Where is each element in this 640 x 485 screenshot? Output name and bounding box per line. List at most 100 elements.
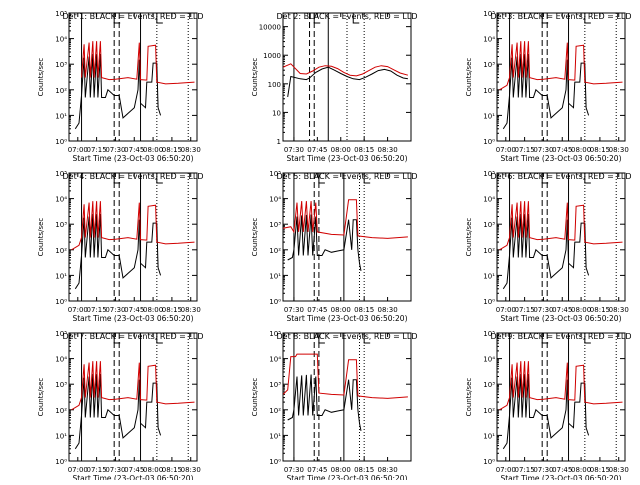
bracket-marker [113, 173, 121, 184]
series-line-lld [283, 63, 409, 77]
x-tick-label: 07:30 [105, 466, 125, 474]
y-tick-label: 10¹ [483, 272, 495, 280]
y-tick-label: 10⁴ [55, 36, 67, 44]
x-tick-label: 08:15 [354, 466, 374, 474]
panel-det-5: 07:30 07:45 08:00 08:15 08:30 10⁰ 10¹ 10² 10³ 10⁴… [251, 170, 417, 323]
x-tick-label: 08:30 [181, 146, 201, 154]
x-tick-label: 07:30 [533, 466, 553, 474]
y-axis-label: Counts/sec [37, 218, 45, 257]
series-line-lld [71, 201, 195, 251]
x-tick-label: 08:30 [609, 466, 629, 474]
series-line-lld [499, 41, 623, 91]
y-tick-label: 10⁰ [483, 458, 495, 466]
y-tick-label: 10⁴ [483, 356, 495, 364]
bracket-marker [156, 333, 163, 344]
bracket-marker [156, 13, 163, 24]
y-tick-label: 10¹ [55, 112, 67, 120]
plot-frame [68, 172, 198, 302]
y-tick-label: 10⁰ [269, 458, 281, 466]
y-tick-label: 10⁵ [483, 170, 495, 178]
bracket-marker [352, 13, 360, 24]
series-line-lld [81, 41, 195, 85]
y-axis-label: Counts/sec [251, 218, 259, 257]
x-tick-label: 08:30 [181, 466, 201, 474]
x-tick-label: 07:15 [87, 146, 107, 154]
x-tick-label: 08:00 [331, 466, 351, 474]
y-axis-label: Counts/sec [465, 218, 473, 257]
x-tick-label: 07:15 [515, 306, 535, 314]
plot-frame [496, 172, 626, 302]
series-line-lld [283, 353, 408, 399]
bracket-marker [113, 333, 121, 344]
x-tick-label: 08:00 [331, 146, 351, 154]
x-tick-label: 08:15 [162, 306, 182, 314]
y-axis-label: Counts/sec [465, 378, 473, 417]
series-line-lld [283, 199, 408, 239]
panel-title: Det 5: BLACK = Events, RED = LLD [277, 172, 418, 181]
y-tick-label: 10¹ [269, 272, 281, 280]
y-tick-label: 10⁵ [55, 170, 67, 178]
y-tick-label: 10² [483, 87, 495, 95]
y-tick-label: 10⁵ [483, 330, 495, 338]
panel-title: Det 3: BLACK = Events, RED = LLD [491, 12, 632, 21]
x-axis-label: Start Time (23-Oct-03 06:50:20) [286, 154, 407, 163]
x-tick-label: 07:00 [496, 306, 516, 314]
x-tick-label: 07:30 [284, 466, 304, 474]
y-axis-label: Counts/sec [251, 58, 259, 97]
y-tick-label: 10⁰ [483, 138, 495, 146]
y-tick-label: 1 [277, 138, 281, 146]
series-line-events [502, 373, 590, 450]
x-tick-label: 08:15 [590, 146, 610, 154]
x-tick-label: 07:15 [87, 466, 107, 474]
y-tick-label: 10² [55, 247, 67, 255]
y-axis-label: Counts/sec [37, 58, 45, 97]
y-tick-label: 10¹ [55, 272, 67, 280]
y-tick-label: 10⁴ [55, 356, 67, 364]
x-tick-label: 07:15 [87, 306, 107, 314]
x-tick-label: 07:00 [496, 466, 516, 474]
bracket-marker [541, 333, 549, 344]
plot-frame [496, 332, 626, 462]
bracket-marker [584, 13, 591, 24]
x-tick-label: 08:00 [571, 466, 591, 474]
y-tick-label: 10⁵ [269, 170, 281, 178]
x-tick-label: 08:00 [143, 466, 163, 474]
x-axis-label: Start Time (23-Oct-03 06:50:20) [72, 474, 193, 480]
bracket-marker [363, 333, 371, 344]
y-tick-label: 10³ [55, 61, 67, 69]
x-tick-label: 07:45 [307, 306, 327, 314]
y-tick-label: 10⁰ [55, 138, 67, 146]
y-tick-label: 10⁴ [55, 196, 67, 204]
y-tick-label: 10⁴ [269, 356, 281, 364]
x-tick-label: 07:00 [68, 306, 88, 314]
y-tick-label: 10² [483, 247, 495, 255]
plot-frame [282, 332, 412, 462]
x-tick-label: 08:30 [377, 306, 397, 314]
y-tick-label: 10⁰ [483, 298, 495, 306]
y-axis-label: Counts/sec [37, 378, 45, 417]
y-tick-label: 10⁴ [483, 196, 495, 204]
bracket-marker [584, 173, 591, 184]
y-tick-label: 10⁵ [483, 10, 495, 18]
y-tick-label: 10³ [55, 381, 67, 389]
y-tick-label: 10⁵ [55, 10, 67, 18]
y-tick-label: 100 [268, 81, 281, 89]
x-tick-label: 08:30 [181, 306, 201, 314]
x-tick-label: 08:00 [571, 146, 591, 154]
bracket-marker [318, 333, 325, 344]
y-tick-label: 10¹ [55, 432, 67, 440]
y-tick-label: 10⁵ [55, 330, 67, 338]
y-tick-label: 10² [269, 407, 281, 415]
x-tick-label: 07:15 [515, 146, 535, 154]
x-tick-label: 07:30 [284, 146, 304, 154]
x-tick-label: 08:15 [162, 466, 182, 474]
x-axis-label: Start Time (23-Oct-03 06:50:20) [500, 314, 621, 323]
bracket-marker [318, 173, 325, 184]
x-tick-label: 07:45 [552, 306, 572, 314]
y-axis-label: Counts/sec [465, 58, 473, 97]
x-tick-label: 07:30 [105, 146, 125, 154]
